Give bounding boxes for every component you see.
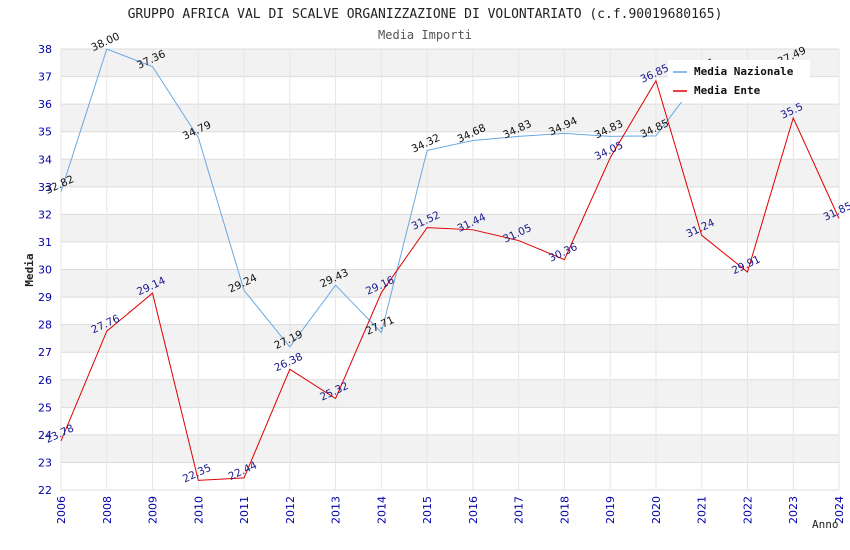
y-tick-27: 27: [38, 346, 52, 359]
chart-title: GRUPPO AFRICA VAL DI SCALVE ORGANIZZAZIO…: [128, 7, 723, 22]
legend-entry-media-ente: Media Ente: [694, 84, 761, 97]
x-tick-2010: 2010: [192, 496, 205, 524]
band-35: [61, 104, 839, 132]
y-tick-38: 38: [38, 43, 52, 56]
y-axis-ticks: 22 23 24 25 26 27 28 29 30 31 32 33 34 35 36 37 38: [38, 43, 52, 497]
band-30: [61, 241, 839, 270]
x-tick-2023: 2023: [787, 496, 800, 524]
band-29: [61, 269, 839, 298]
legend-box: [668, 60, 810, 102]
x-tick-2008: 2008: [101, 496, 114, 524]
band-25: [61, 379, 839, 408]
x-tick-2006: 2006: [55, 496, 68, 524]
x-tick-2019: 2019: [604, 496, 617, 524]
x-tick-2013: 2013: [330, 496, 343, 524]
x-tick-2015: 2015: [421, 496, 434, 524]
x-tick-2014: 2014: [375, 496, 388, 524]
x-axis-ticks: 2006 2008 2009 2010 2011 2012 2013 2014 2015 2016…: [55, 496, 846, 524]
y-tick-30: 30: [38, 264, 52, 277]
chart-subtitle: Media Importi: [378, 28, 472, 42]
gridlines: [60, 48, 840, 491]
y-tick-37: 37: [38, 71, 52, 84]
series-lines: [60, 48, 840, 481]
band-28: [61, 297, 839, 325]
y-tick-28: 28: [38, 319, 52, 332]
band-24: [61, 407, 839, 435]
x-tick-2017: 2017: [513, 496, 526, 524]
band-31: [61, 214, 839, 242]
band-33: [61, 159, 839, 187]
band-22: [61, 462, 839, 490]
x-tick-2020: 2020: [650, 496, 663, 524]
y-tick-33: 33: [38, 181, 52, 194]
legend-entry-media-nazionale: Media Nazionale: [694, 65, 794, 78]
y-axis-label: Media: [23, 253, 36, 286]
series-line-media-nazionale-0: [60, 48, 703, 348]
series-line-media-ente-0: [60, 79, 840, 481]
y-tick-29: 29: [38, 291, 52, 304]
x-axis-label: Anno: [812, 518, 839, 531]
x-tick-2021: 2021: [696, 496, 709, 524]
y-tick-22: 22: [38, 484, 52, 497]
y-tick-32: 32: [38, 208, 52, 221]
background-bands: [61, 49, 839, 490]
x-tick-2009: 2009: [147, 496, 160, 524]
band-26: [61, 352, 839, 380]
y-tick-24: 24: [38, 429, 52, 442]
y-tick-25: 25: [38, 401, 52, 414]
legend: Media Nazionale Media Ente: [668, 60, 810, 102]
y-tick-26: 26: [38, 374, 52, 387]
y-tick-31: 31: [38, 236, 52, 249]
x-tick-2022: 2022: [741, 496, 754, 524]
y-tick-23: 23: [38, 456, 52, 469]
x-tick-2024: 2024: [833, 496, 846, 524]
x-tick-2012: 2012: [284, 496, 297, 524]
band-23: [61, 434, 839, 463]
band-27: [61, 324, 839, 353]
band-32: [61, 186, 839, 215]
y-tick-34: 34: [38, 153, 52, 166]
x-tick-2018: 2018: [558, 496, 571, 524]
x-tick-2011: 2011: [238, 496, 251, 524]
y-tick-36: 36: [38, 98, 52, 111]
x-tick-2016: 2016: [467, 496, 480, 524]
y-tick-35: 35: [38, 126, 52, 139]
